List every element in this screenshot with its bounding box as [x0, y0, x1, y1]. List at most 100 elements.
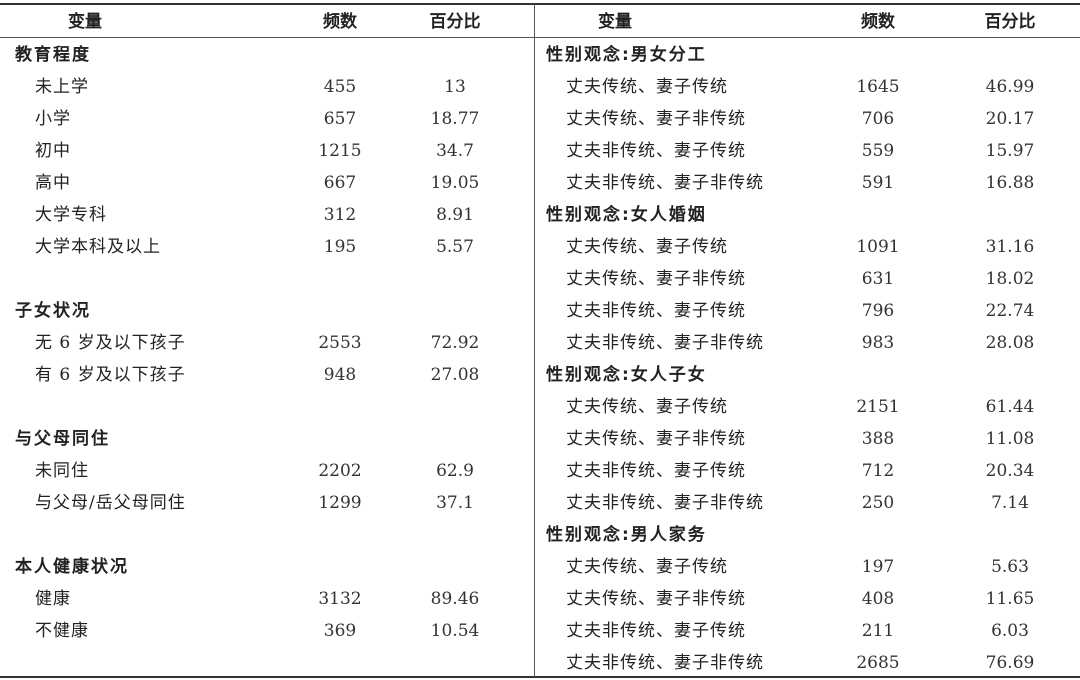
- row-label: 有 6 岁及以下孩子: [35, 365, 186, 385]
- percent-value: 7.14: [991, 493, 1029, 513]
- percent-value: 61.44: [985, 397, 1035, 417]
- percent-value: 16.88: [985, 173, 1035, 193]
- table-bottom-rule: [0, 676, 1080, 678]
- frequency-value: 369: [323, 621, 357, 641]
- row-label: 高中: [35, 173, 71, 193]
- row-label: 未同住: [35, 461, 89, 481]
- percent-value: 11.08: [985, 429, 1035, 449]
- frequency-value: 211: [861, 621, 895, 641]
- frequency-value: 195: [323, 237, 357, 257]
- row-label: 与父母/岳父母同住: [35, 493, 186, 513]
- category-label: 性别观念:女人婚姻: [546, 205, 707, 225]
- frequency-value: 2151: [856, 397, 900, 417]
- percent-value: 8.91: [436, 205, 474, 225]
- frequency-value: 250: [861, 493, 895, 513]
- frequency-value: 712: [861, 461, 895, 481]
- percent-value: 19.05: [430, 173, 480, 193]
- category-label: 本人健康状况: [15, 557, 129, 577]
- frequency-value: 197: [861, 557, 895, 577]
- row-label: 丈夫传统、妻子传统: [566, 397, 728, 417]
- frequency-value: 1091: [856, 237, 900, 257]
- row-label: 丈夫传统、妻子传统: [566, 237, 728, 257]
- category-label: 与父母同住: [15, 429, 110, 449]
- row-label: 初中: [35, 141, 71, 161]
- row-label: 健康: [35, 589, 71, 609]
- row-label: 丈夫传统、妻子传统: [566, 557, 728, 577]
- percent-value: 20.17: [985, 109, 1035, 129]
- category-label: 性别观念:女人子女: [546, 365, 707, 385]
- frequency-value: 2202: [318, 461, 362, 481]
- row-label: 丈夫非传统、妻子非传统: [566, 333, 764, 353]
- row-label: 丈夫非传统、妻子非传统: [566, 653, 764, 673]
- header-variable-right: 变量: [598, 12, 632, 32]
- row-label: 丈夫非传统、妻子传统: [566, 141, 746, 161]
- frequency-value: 1645: [856, 77, 900, 97]
- row-label: 大学专科: [35, 205, 107, 225]
- frequency-value: 3132: [318, 589, 362, 609]
- row-label: 不健康: [35, 621, 89, 641]
- frequency-value: 2685: [856, 653, 900, 673]
- frequency-value: 559: [861, 141, 895, 161]
- frequency-value: 312: [323, 205, 357, 225]
- row-label: 大学本科及以上: [35, 237, 161, 257]
- frequency-value: 1299: [318, 493, 362, 513]
- percent-value: 46.99: [985, 77, 1035, 97]
- category-label: 子女状况: [15, 301, 91, 321]
- header-frequency-right: 频数: [861, 12, 895, 32]
- row-label: 无 6 岁及以下孩子: [35, 333, 186, 353]
- row-label: 丈夫传统、妻子非传统: [566, 589, 746, 609]
- percent-value: 18.77: [430, 109, 480, 129]
- table-header-rule: [0, 37, 1080, 38]
- percent-value: 62.9: [436, 461, 474, 481]
- percent-value: 89.46: [430, 589, 480, 609]
- header-percent-left: 百分比: [429, 12, 481, 32]
- percent-value: 22.74: [985, 301, 1035, 321]
- frequency-value: 388: [861, 429, 895, 449]
- category-label: 性别观念:男人家务: [546, 525, 707, 545]
- percent-value: 5.57: [436, 237, 474, 257]
- percent-value: 13: [444, 77, 466, 97]
- percent-value: 72.92: [430, 333, 480, 353]
- percent-value: 11.65: [985, 589, 1035, 609]
- percent-value: 5.63: [991, 557, 1029, 577]
- row-label: 丈夫非传统、妻子传统: [566, 301, 746, 321]
- frequency-value: 948: [323, 365, 357, 385]
- percent-value: 28.08: [985, 333, 1035, 353]
- frequency-value: 1215: [318, 141, 362, 161]
- row-label: 丈夫非传统、妻子非传统: [566, 493, 764, 513]
- frequency-value: 667: [323, 173, 357, 193]
- percent-value: 34.7: [436, 141, 474, 161]
- row-label: 丈夫传统、妻子非传统: [566, 269, 746, 289]
- frequency-value: 591: [861, 173, 895, 193]
- frequency-value: 2553: [318, 333, 362, 353]
- frequency-value: 455: [323, 77, 357, 97]
- percent-value: 76.69: [985, 653, 1035, 673]
- category-label: 性别观念:男女分工: [546, 45, 707, 65]
- header-percent-right: 百分比: [984, 12, 1036, 32]
- percent-value: 10.54: [430, 621, 480, 641]
- percent-value: 15.97: [985, 141, 1035, 161]
- percent-value: 27.08: [430, 365, 480, 385]
- row-label: 丈夫传统、妻子非传统: [566, 109, 746, 129]
- header-frequency-left: 频数: [323, 12, 357, 32]
- row-label: 丈夫非传统、妻子传统: [566, 461, 746, 481]
- header-variable-left: 变量: [68, 12, 102, 32]
- percent-value: 18.02: [985, 269, 1035, 289]
- frequency-value: 657: [323, 109, 357, 129]
- table-top-rule: [0, 3, 1080, 5]
- percent-value: 37.1: [436, 493, 474, 513]
- percent-value: 20.34: [985, 461, 1035, 481]
- percent-value: 31.16: [985, 237, 1035, 257]
- frequency-value: 408: [861, 589, 895, 609]
- table-column-divider: [534, 4, 535, 677]
- row-label: 丈夫传统、妻子非传统: [566, 429, 746, 449]
- row-label: 小学: [35, 109, 71, 129]
- frequency-value: 983: [861, 333, 895, 353]
- frequency-value: 706: [861, 109, 895, 129]
- percent-value: 6.03: [991, 621, 1029, 641]
- frequency-value: 631: [861, 269, 895, 289]
- row-label: 未上学: [35, 77, 89, 97]
- category-label: 教育程度: [15, 45, 91, 65]
- row-label: 丈夫传统、妻子传统: [566, 77, 728, 97]
- frequency-value: 796: [861, 301, 895, 321]
